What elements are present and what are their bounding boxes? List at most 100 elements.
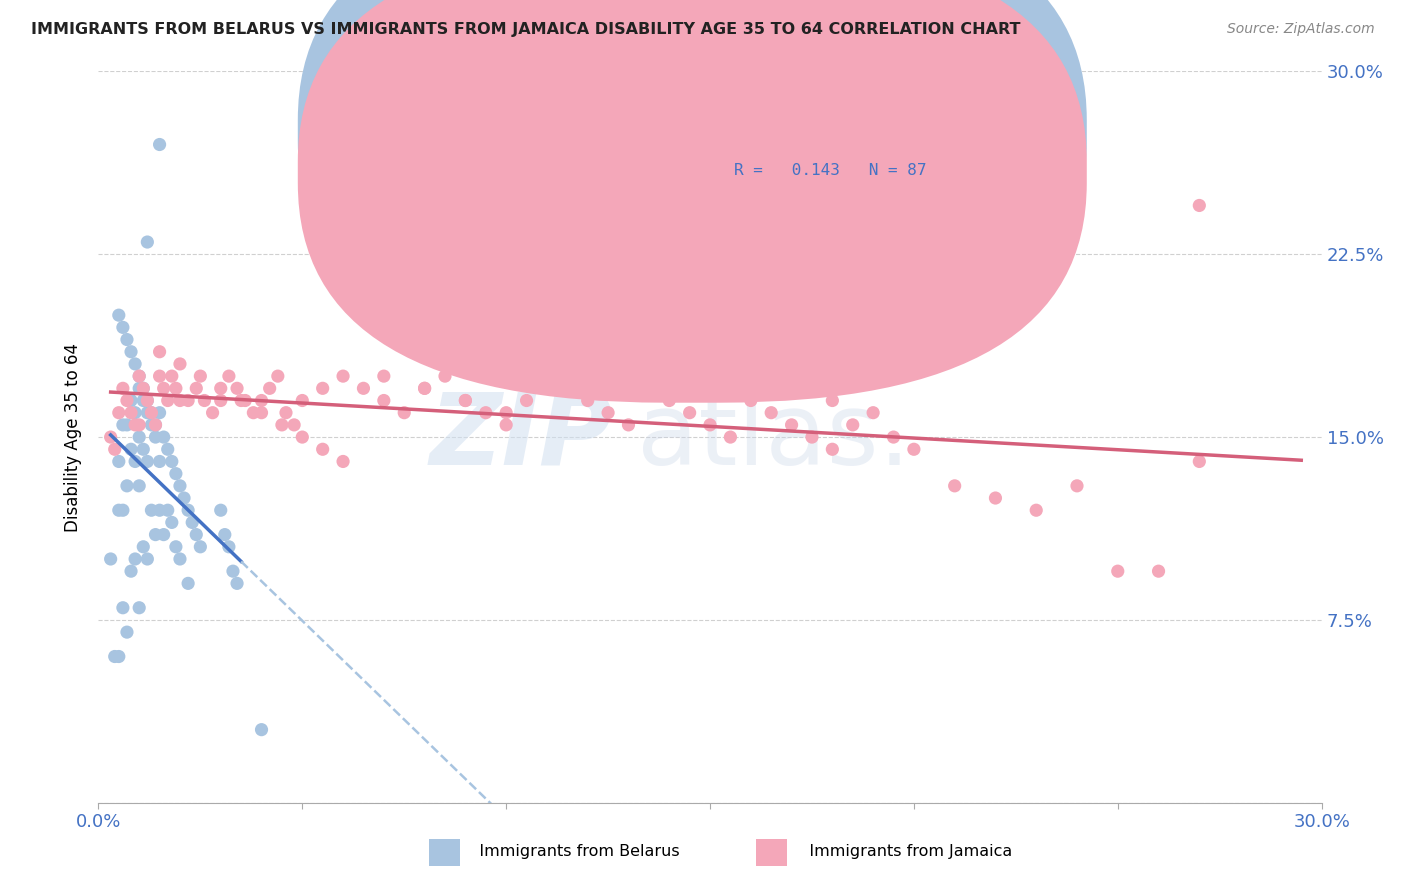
Point bbox=[169, 393, 191, 408]
Point bbox=[209, 503, 232, 517]
Point bbox=[1066, 479, 1088, 493]
Point bbox=[160, 516, 183, 530]
Point bbox=[373, 393, 395, 408]
Point bbox=[160, 369, 183, 384]
Point bbox=[555, 369, 579, 384]
Point bbox=[111, 381, 134, 395]
Point bbox=[1188, 198, 1211, 212]
Point bbox=[124, 454, 146, 468]
Point bbox=[132, 540, 155, 554]
Point bbox=[132, 442, 155, 457]
Point bbox=[718, 430, 742, 444]
Point bbox=[291, 393, 314, 408]
Point bbox=[373, 369, 395, 384]
Point bbox=[186, 381, 208, 395]
Point bbox=[152, 527, 174, 541]
Point bbox=[108, 454, 131, 468]
Point bbox=[149, 344, 172, 359]
Point bbox=[111, 503, 134, 517]
Text: Immigrants from Belarus: Immigrants from Belarus bbox=[464, 845, 679, 859]
Point bbox=[169, 357, 191, 371]
Point bbox=[332, 454, 354, 468]
Point bbox=[177, 393, 200, 408]
Point bbox=[188, 540, 212, 554]
Point bbox=[156, 393, 179, 408]
Point bbox=[218, 369, 240, 384]
Point bbox=[120, 406, 142, 420]
Point bbox=[679, 406, 702, 420]
Point bbox=[120, 564, 142, 578]
Point bbox=[270, 417, 294, 432]
Point bbox=[149, 503, 172, 517]
Point bbox=[156, 442, 179, 457]
Point bbox=[165, 540, 187, 554]
Point bbox=[250, 406, 273, 420]
Point bbox=[576, 393, 599, 408]
Point bbox=[136, 552, 159, 566]
Point bbox=[1188, 454, 1211, 468]
Point bbox=[104, 649, 127, 664]
Point bbox=[128, 430, 150, 444]
Point bbox=[128, 381, 150, 395]
Point bbox=[104, 442, 127, 457]
Point bbox=[169, 552, 191, 566]
Point bbox=[128, 417, 150, 432]
Point bbox=[413, 381, 436, 395]
Point bbox=[801, 430, 824, 444]
Point bbox=[201, 406, 224, 420]
Point bbox=[152, 430, 174, 444]
Point bbox=[115, 333, 138, 347]
Point bbox=[160, 454, 183, 468]
Point bbox=[226, 576, 249, 591]
Point bbox=[474, 406, 498, 420]
Point bbox=[149, 454, 172, 468]
Point bbox=[108, 406, 131, 420]
Point bbox=[145, 417, 167, 432]
Point bbox=[312, 381, 335, 395]
Text: Immigrants from Jamaica: Immigrants from Jamaica bbox=[794, 845, 1012, 859]
Point bbox=[141, 503, 163, 517]
Point bbox=[108, 308, 131, 322]
Point bbox=[740, 393, 762, 408]
Point bbox=[841, 417, 863, 432]
Point bbox=[231, 393, 253, 408]
Text: R =   0.143   N = 87: R = 0.143 N = 87 bbox=[734, 162, 927, 178]
Point bbox=[141, 406, 163, 420]
Point bbox=[186, 527, 208, 541]
Point bbox=[177, 576, 200, 591]
Point bbox=[169, 479, 191, 493]
Point bbox=[1147, 564, 1170, 578]
Point bbox=[495, 406, 517, 420]
Point bbox=[312, 442, 335, 457]
Point bbox=[903, 442, 925, 457]
Point bbox=[149, 406, 172, 420]
Point bbox=[124, 552, 146, 566]
Point bbox=[699, 417, 721, 432]
Point bbox=[111, 600, 134, 615]
Point bbox=[124, 417, 146, 432]
Point bbox=[108, 649, 131, 664]
Point bbox=[124, 406, 146, 420]
Point bbox=[862, 406, 884, 420]
Point bbox=[165, 381, 187, 395]
Point bbox=[141, 417, 163, 432]
Point bbox=[209, 393, 232, 408]
Point bbox=[120, 393, 142, 408]
Point bbox=[108, 503, 131, 517]
Point bbox=[128, 479, 150, 493]
Point bbox=[100, 430, 122, 444]
Point bbox=[222, 564, 245, 578]
Point bbox=[132, 393, 155, 408]
Point bbox=[943, 479, 966, 493]
Point bbox=[250, 393, 273, 408]
Text: Source: ZipAtlas.com: Source: ZipAtlas.com bbox=[1227, 22, 1375, 37]
Point bbox=[181, 516, 204, 530]
Point bbox=[145, 430, 167, 444]
Point bbox=[128, 369, 150, 384]
FancyBboxPatch shape bbox=[643, 101, 1059, 203]
Text: IMMIGRANTS FROM BELARUS VS IMMIGRANTS FROM JAMAICA DISABILITY AGE 35 TO 64 CORRE: IMMIGRANTS FROM BELARUS VS IMMIGRANTS FR… bbox=[31, 22, 1021, 37]
Point bbox=[156, 503, 179, 517]
Point bbox=[132, 381, 155, 395]
Point bbox=[274, 406, 297, 420]
Text: atlas.: atlas. bbox=[637, 389, 910, 485]
